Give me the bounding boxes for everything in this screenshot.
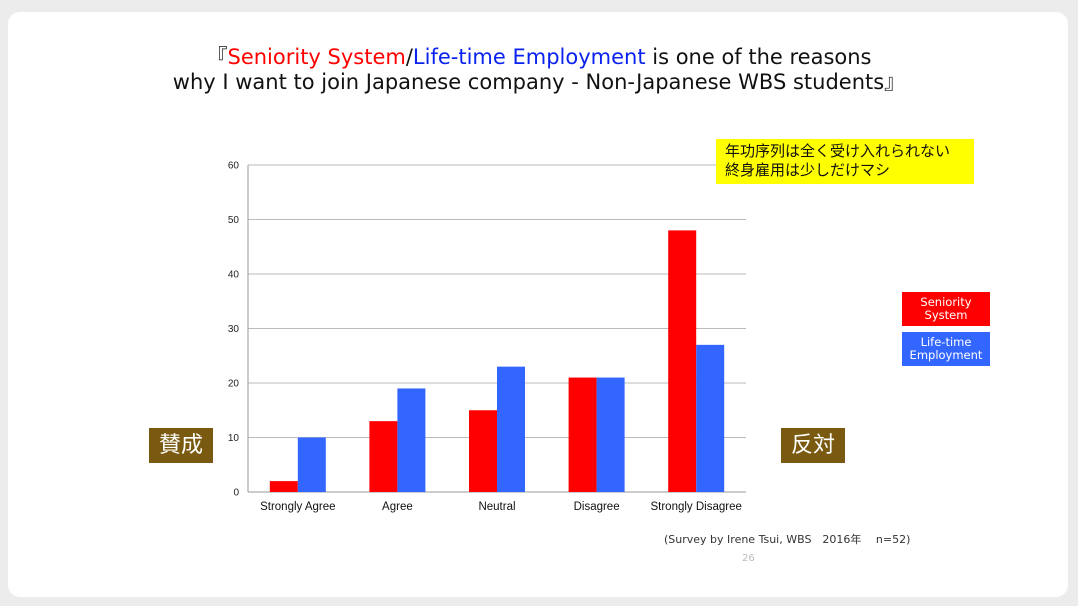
bar-lifetime [497,366,525,492]
bar-seniority [668,230,697,492]
y-tick-label: 50 [228,215,240,226]
bar-seniority [568,377,597,492]
annotation-note: 年功序列は全く受け入れられない 終身雇用は少しだけマシ [716,139,974,184]
title-slash: / [405,45,413,69]
survey-credit: (Survey by Irene Tsui, WBS 2016年 n=52) [664,533,911,546]
x-tick-label: Disagree [574,501,620,513]
bar-lifetime [297,437,326,492]
y-tick-label: 20 [228,379,240,390]
x-tick-label: Agree [382,501,413,513]
bar-lifetime [696,344,725,492]
page-number: 26 [742,553,755,564]
title-line2: why I want to join Japanese company - No… [172,70,906,94]
note-line1: 年功序列は全く受け入れられない [725,142,951,160]
x-tick-label: Strongly Agree [260,501,335,513]
title-bracket: 『 [206,45,228,69]
x-tick-label: Strongly Disagree [650,501,741,513]
title-lifetime: Life-time Employment [412,45,646,69]
y-tick-label: 40 [228,270,240,281]
note-line2: 終身雇用は少しだけマシ [725,161,891,179]
y-tick-label: 10 [228,433,240,444]
agree-tag: 賛成 [149,428,213,463]
y-tick-label: 60 [228,161,240,172]
legend-seniority: Seniority System [902,292,990,326]
x-tick-label: Neutral [478,501,515,513]
slide-title: 『Seniority System/Life-time Employment i… [0,45,1078,95]
title-seniority: Seniority System [227,45,406,69]
legend-lifetime: Life-time Employment [902,332,990,366]
bar-seniority [369,421,398,492]
title-rest: is one of the reasons [645,45,872,69]
bar-seniority [269,481,298,492]
y-tick-label: 30 [228,324,240,335]
slide [8,12,1068,597]
disagree-tag: 反対 [781,428,845,463]
bar-seniority [469,410,497,492]
bar-lifetime [397,388,426,492]
bar-lifetime [596,377,625,492]
y-tick-label: 0 [233,488,239,499]
